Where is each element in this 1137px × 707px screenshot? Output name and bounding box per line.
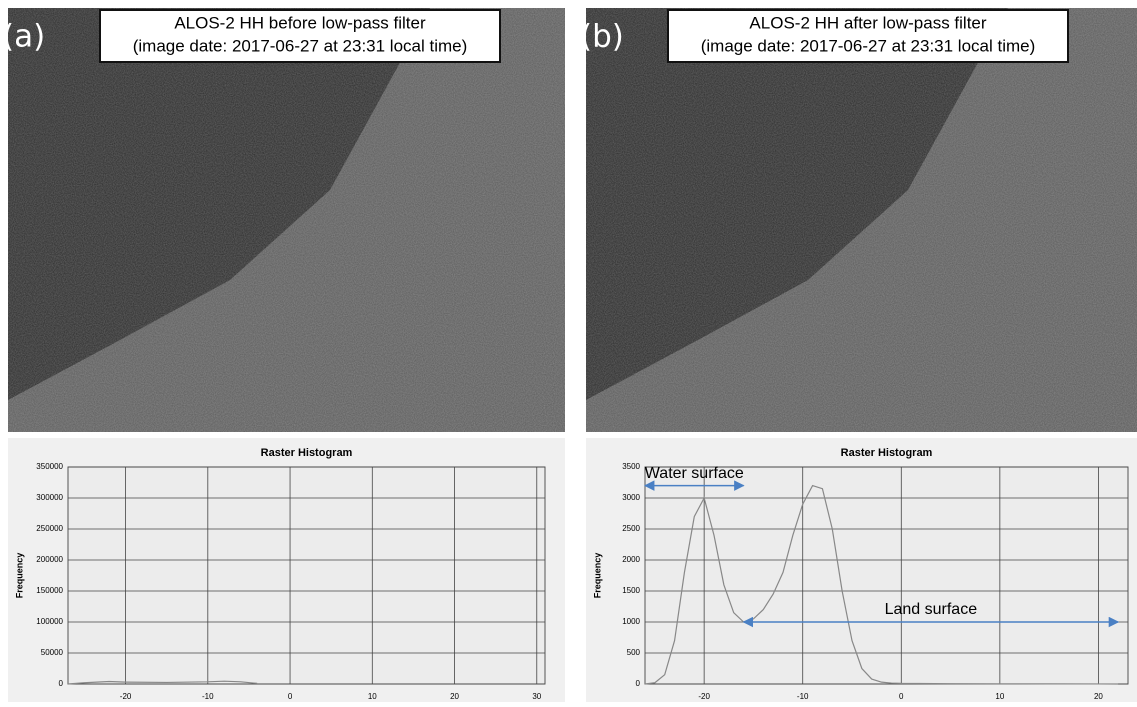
y-tick-label: 300000 <box>36 493 63 502</box>
image-title: ALOS-2 HH before low-pass filter <box>174 13 426 32</box>
panel-label: (a) <box>2 19 45 55</box>
histogram-title: Raster Histogram <box>261 447 353 459</box>
histogram-line <box>644 484 1119 685</box>
panel-label: (b) <box>580 19 624 55</box>
y-tick-label: 100000 <box>36 617 63 626</box>
x-tick-label: 20 <box>450 692 459 701</box>
x-tick-label: -10 <box>202 692 214 701</box>
x-tick-label: 0 <box>899 692 904 701</box>
image-title: (image date: 2017-06-27 at 23:31 local t… <box>133 36 468 55</box>
histogram-line <box>67 680 258 685</box>
y-tick-label: 1500 <box>622 586 640 595</box>
y-tick-label: 3000 <box>622 493 640 502</box>
sar-image-b <box>586 8 1137 432</box>
y-tick-label: 1000 <box>622 617 640 626</box>
x-tick-label: 0 <box>288 692 293 701</box>
y-axis-label: Frequency <box>592 553 602 599</box>
x-tick-label: -20 <box>698 692 710 701</box>
x-tick-label: 10 <box>995 692 1004 701</box>
annotation-text: Land surface <box>885 601 978 618</box>
image-title: ALOS-2 HH after low-pass filter <box>749 13 986 32</box>
y-tick-label: 0 <box>59 679 64 688</box>
y-tick-label: 3500 <box>622 462 640 471</box>
x-tick-label: -10 <box>797 692 809 701</box>
plot-area <box>67 466 546 685</box>
y-tick-label: 500 <box>627 648 641 657</box>
y-axis-label: Frequency <box>14 553 24 599</box>
image-title: (image date: 2017-06-27 at 23:31 local t… <box>701 36 1036 55</box>
y-tick-label: 150000 <box>36 586 63 595</box>
title-box <box>99 9 501 63</box>
title-box <box>667 9 1069 63</box>
plot-area <box>644 466 1129 685</box>
histogram-title: Raster Histogram <box>841 447 933 459</box>
y-tick-label: 200000 <box>36 555 63 564</box>
y-tick-label: 2500 <box>622 524 640 533</box>
y-tick-label: 0 <box>636 679 641 688</box>
y-tick-label: 50000 <box>41 648 64 657</box>
x-tick-label: 10 <box>368 692 377 701</box>
annotation-text: Water surface <box>645 465 744 482</box>
x-tick-label: 30 <box>532 692 541 701</box>
x-tick-label: 20 <box>1094 692 1103 701</box>
x-tick-label: -20 <box>120 692 132 701</box>
y-tick-label: 250000 <box>36 524 63 533</box>
y-tick-label: 2000 <box>622 555 640 564</box>
y-tick-label: 350000 <box>36 462 63 471</box>
sar-image-a <box>8 8 565 432</box>
